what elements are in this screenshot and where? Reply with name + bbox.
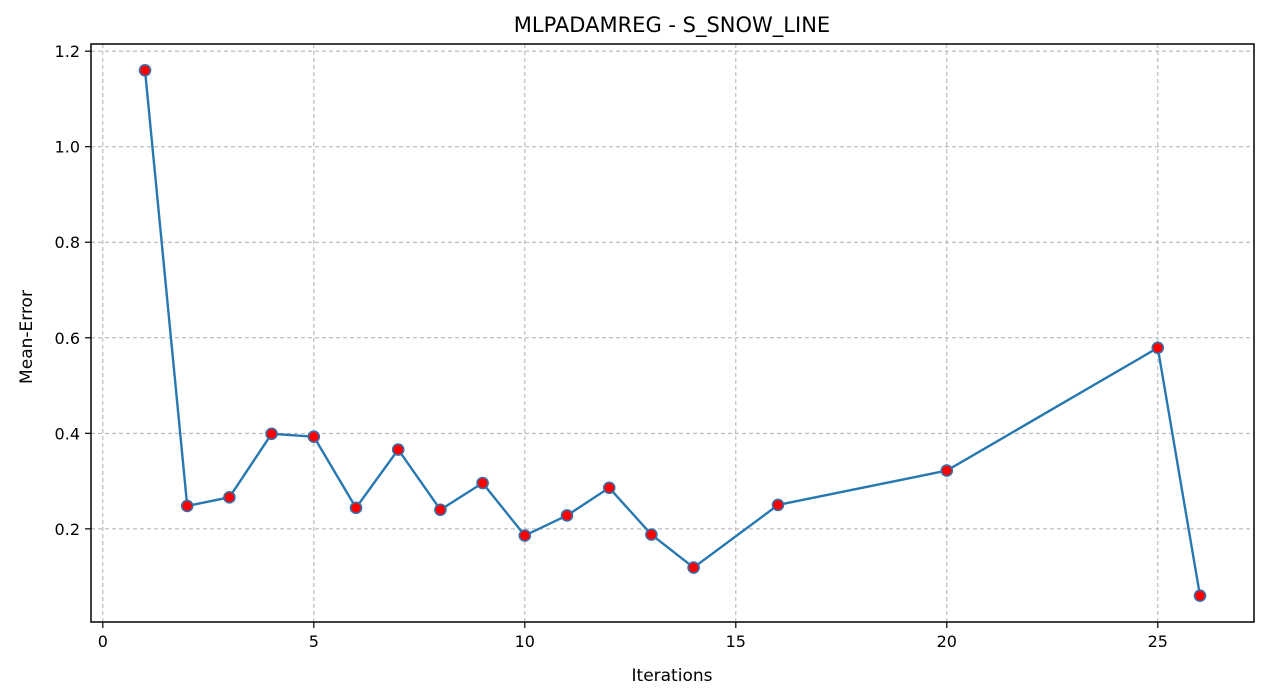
data-point bbox=[1193, 589, 1207, 603]
data-point bbox=[602, 481, 616, 495]
data-point bbox=[223, 491, 236, 504]
chart-title: MLPADAMREG - S_SNOW_LINE bbox=[514, 13, 830, 38]
x-axis-label: Iterations bbox=[632, 666, 713, 686]
data-point bbox=[560, 509, 574, 522]
data-point bbox=[771, 498, 785, 512]
data-point bbox=[940, 464, 954, 477]
data-point bbox=[518, 529, 532, 542]
x-tick-label: 10 bbox=[515, 632, 535, 651]
plot-frame bbox=[90, 43, 1255, 623]
y-tick-label: 0.6 bbox=[55, 329, 80, 348]
x-tick-label: 15 bbox=[726, 632, 746, 651]
data-point bbox=[645, 528, 658, 541]
data-point bbox=[138, 63, 152, 77]
data-point bbox=[476, 476, 489, 490]
data-point bbox=[687, 561, 700, 574]
data-point bbox=[434, 503, 447, 517]
y-tick-label: 1.0 bbox=[55, 138, 80, 157]
y-tick-label: 0.4 bbox=[55, 424, 80, 443]
y-axis-label: Mean-Error bbox=[17, 290, 37, 384]
series-layer bbox=[138, 63, 1207, 603]
y-tick-label: 0.2 bbox=[55, 520, 80, 539]
grid bbox=[91, 44, 1254, 622]
x-tick-label: 25 bbox=[1148, 632, 1168, 651]
x-tick-label: 5 bbox=[309, 632, 319, 651]
x-tick-label: 0 bbox=[98, 632, 108, 651]
x-tick-label: 20 bbox=[937, 632, 957, 651]
data-point bbox=[307, 430, 321, 443]
y-tick-label: 1.2 bbox=[55, 42, 80, 61]
series-line bbox=[143, 70, 1202, 596]
ticks: 0 5 10 15 20 25 0.2 0.4 0.6 0.8 1.0 1.2 bbox=[55, 42, 1168, 651]
data-point bbox=[391, 443, 405, 456]
axes bbox=[90, 43, 1255, 623]
data-point bbox=[1151, 341, 1165, 355]
data-point bbox=[349, 501, 363, 515]
data-point bbox=[265, 427, 278, 441]
data-point bbox=[180, 499, 194, 513]
y-tick-label: 0.8 bbox=[55, 233, 80, 252]
